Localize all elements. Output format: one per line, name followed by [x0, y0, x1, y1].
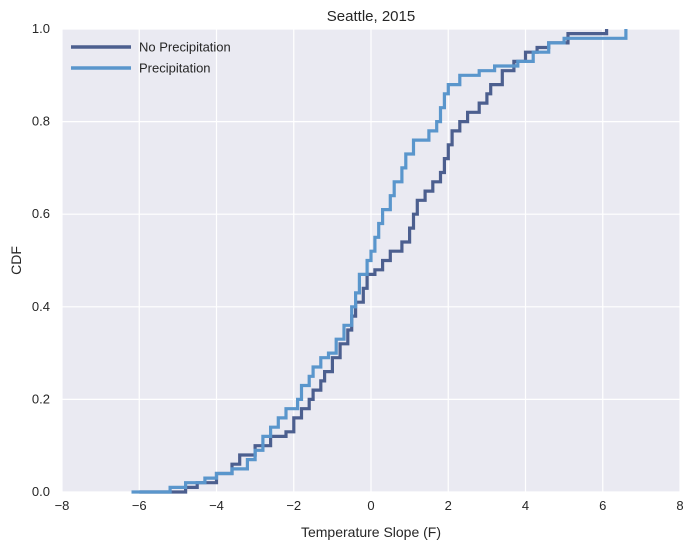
x-axis-label: Temperature Slope (F): [301, 524, 441, 540]
legend-label: Precipitation: [139, 61, 211, 76]
x-tick-label: 4: [522, 498, 529, 513]
grid: [61, 28, 681, 493]
x-tick-label: 2: [445, 498, 452, 513]
chart-title: Seattle, 2015: [327, 8, 415, 25]
legend: No Precipitation Precipitation: [71, 40, 231, 76]
x-tick-label: −8: [55, 498, 70, 513]
x-tick-label: −4: [209, 498, 224, 513]
legend-label: No Precipitation: [139, 40, 231, 55]
x-tick-label: 6: [599, 498, 606, 513]
x-tick-label: 8: [676, 498, 683, 513]
series-line-2: [131, 29, 628, 494]
y-tick-label: 0.0: [32, 484, 50, 499]
x-tick-label: −2: [286, 498, 301, 513]
x-tick-label: −6: [132, 498, 147, 513]
y-tick-label: 0.6: [32, 206, 50, 221]
y-tick-label: 0.8: [32, 114, 50, 129]
x-tick-label: 0: [367, 498, 374, 513]
series-line-1: [139, 29, 609, 494]
y-axis-label: CDF: [8, 246, 24, 275]
series-layer: [131, 29, 628, 494]
y-tick-label: 0.2: [32, 391, 50, 406]
y-tick-label: 1.0: [32, 21, 50, 36]
y-tick-label: 0.4: [32, 299, 50, 314]
tick-labels: −8 −6 −4 −2 0 2 4 6 8 0.0 0.2 0.4 0.6 0.8 1.0: [32, 21, 684, 513]
